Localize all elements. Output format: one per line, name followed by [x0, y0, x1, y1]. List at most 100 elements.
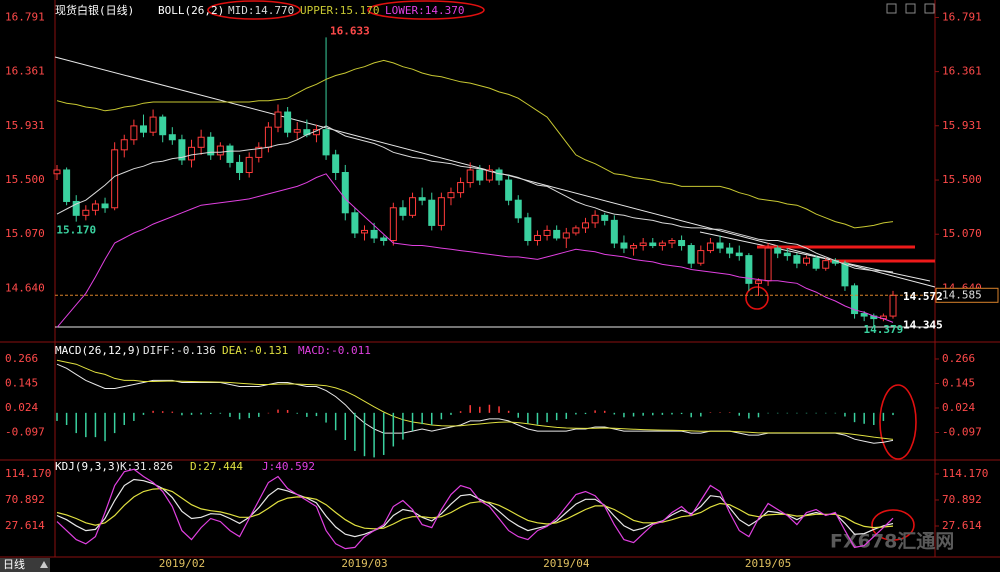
candle-body [476, 169, 484, 181]
candle-body [851, 285, 859, 315]
macd-bar [450, 412, 452, 415]
macd-bar [219, 412, 222, 414]
indicator-label: KDJ(9,3,3) [55, 460, 121, 473]
y-tick-label: -0.097 [942, 425, 982, 438]
legend-entry: MID:14.770 [228, 4, 294, 17]
y-tick-label: 0.145 [5, 376, 38, 389]
y-tick-label: 15.070 [5, 227, 45, 240]
candle-body [533, 234, 541, 242]
macd-bar [181, 412, 183, 416]
last-price-label: 14.585 [942, 288, 982, 301]
legend-entry: DIFF:-0.136 [143, 344, 216, 357]
y-tick-label: 114.170 [942, 467, 988, 480]
candle-body [716, 242, 724, 249]
macd-line [56, 363, 894, 444]
y-tick-label: 27.614 [5, 519, 45, 532]
macd-bar [209, 412, 212, 415]
macd-bar [776, 412, 779, 414]
macd-bar [632, 412, 635, 417]
macd-bar [892, 412, 894, 416]
highlight-circle [745, 286, 769, 310]
candle-body [399, 207, 407, 216]
trend-line [699, 231, 931, 282]
kdj-line [56, 487, 894, 530]
candle-body [91, 203, 99, 211]
macd-bar [757, 412, 760, 418]
macd-bar [85, 412, 87, 438]
candle-body [293, 129, 301, 133]
candle-body [370, 229, 378, 239]
candle-body [553, 229, 561, 239]
indicator-label: BOLL(26,2) [158, 4, 224, 17]
macd-bar [748, 412, 750, 419]
candle-body [178, 139, 186, 161]
macd-bar [142, 412, 145, 415]
candle-body [572, 227, 580, 234]
macd-bar [873, 412, 875, 425]
y-tick-label: 15.931 [942, 119, 982, 132]
candle-body [562, 232, 570, 239]
tab-arrow[interactable] [40, 561, 48, 568]
legend-entry: LOWER:14.370 [385, 4, 464, 17]
macd-bar [623, 412, 625, 418]
candle-body [197, 136, 205, 148]
period-tab-label[interactable]: 日线 [3, 557, 25, 571]
candle-body [754, 280, 762, 284]
candle-body [236, 161, 244, 173]
candle-body [120, 139, 128, 151]
candle-body [745, 255, 753, 284]
macd-bar [488, 404, 491, 413]
legend-entry: J:40.592 [262, 460, 315, 473]
y-tick-label: 16.361 [5, 65, 45, 78]
macd-bar [171, 411, 174, 413]
macd-bar [555, 412, 558, 421]
macd-bar [546, 412, 548, 423]
x-tick-label: 2019/04 [543, 557, 590, 570]
y-tick-label: 15.500 [942, 173, 982, 186]
candle-body [82, 209, 90, 216]
macd-bar [680, 412, 683, 415]
macd-bar [536, 412, 539, 425]
candle-body [601, 214, 609, 221]
period-tab[interactable] [0, 558, 50, 572]
candle-body [505, 179, 513, 201]
macd-bar [421, 412, 423, 425]
macd-bar [661, 412, 664, 415]
candle-body [591, 214, 599, 224]
macd-bar [719, 412, 721, 413]
candle-body [735, 252, 743, 257]
window-button[interactable] [905, 3, 916, 14]
macd-bar [334, 412, 337, 431]
candle-body [245, 156, 253, 174]
macd-bar [459, 411, 462, 413]
macd-bar [306, 412, 308, 417]
price-annotation: 14.379 [864, 323, 904, 336]
macd-bar [238, 412, 241, 420]
macd-bar [767, 412, 769, 414]
y-tick-label: 70.892 [5, 493, 45, 506]
macd-bar [286, 410, 289, 413]
candle-body [793, 255, 801, 264]
candle-body [274, 111, 282, 128]
price-annotation: 14.345 [903, 319, 943, 332]
candle-body [639, 242, 647, 247]
macd-bar [363, 412, 366, 457]
candle-body [53, 169, 61, 175]
candle-body [687, 245, 695, 264]
macd-bar [267, 412, 270, 414]
candle-body [168, 134, 176, 141]
candle-body [418, 197, 426, 201]
candle-body [216, 145, 224, 156]
y-tick-label: 114.170 [5, 467, 51, 480]
window-button[interactable] [924, 3, 935, 14]
macd-bar [104, 412, 106, 442]
window-button[interactable] [886, 3, 897, 14]
legend-entry: D:27.444 [190, 460, 243, 473]
macd-bar [642, 412, 644, 416]
candle-body [764, 247, 772, 282]
candle-body [658, 242, 666, 247]
macd-bar [853, 412, 856, 423]
macd-bar [411, 412, 414, 432]
macd-bar [392, 412, 395, 447]
